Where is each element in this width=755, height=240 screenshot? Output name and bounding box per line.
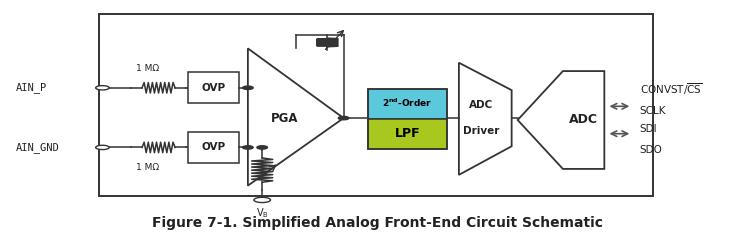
Polygon shape (248, 48, 344, 186)
FancyBboxPatch shape (99, 14, 652, 196)
Circle shape (96, 145, 109, 150)
Circle shape (96, 86, 109, 90)
Text: SCLK: SCLK (639, 106, 666, 116)
Text: SDI: SDI (639, 124, 658, 134)
Text: LPF: LPF (394, 127, 420, 140)
Circle shape (338, 116, 349, 120)
Text: ADC: ADC (569, 114, 598, 126)
Text: 1 MΩ: 1 MΩ (136, 64, 159, 73)
Text: CONVST/$\overline{\mathregular{CS}}$: CONVST/$\overline{\mathregular{CS}}$ (639, 82, 702, 97)
Text: ADC: ADC (470, 100, 494, 110)
Text: 2$^{\mathregular{nd}}$-Order: 2$^{\mathregular{nd}}$-Order (382, 97, 433, 109)
Text: OVP: OVP (201, 143, 225, 152)
FancyBboxPatch shape (368, 89, 447, 119)
FancyBboxPatch shape (187, 132, 239, 163)
FancyBboxPatch shape (187, 72, 239, 103)
FancyBboxPatch shape (368, 119, 447, 149)
Circle shape (257, 146, 267, 149)
Polygon shape (518, 71, 604, 169)
Circle shape (242, 86, 253, 90)
Circle shape (254, 197, 270, 203)
Text: Driver: Driver (464, 126, 500, 136)
Polygon shape (459, 63, 512, 175)
Circle shape (242, 146, 253, 149)
Text: AIN_GND: AIN_GND (16, 142, 60, 153)
Text: V$_\mathregular{B}$: V$_\mathregular{B}$ (256, 206, 269, 220)
Text: Figure 7-1. Simplified Analog Front-End Circuit Schematic: Figure 7-1. Simplified Analog Front-End … (152, 216, 603, 230)
Text: SDO: SDO (639, 145, 663, 155)
Text: AIN_P: AIN_P (16, 82, 47, 93)
Text: OVP: OVP (201, 83, 225, 93)
Text: 1 MΩ: 1 MΩ (136, 162, 159, 172)
Text: PGA: PGA (271, 112, 298, 125)
